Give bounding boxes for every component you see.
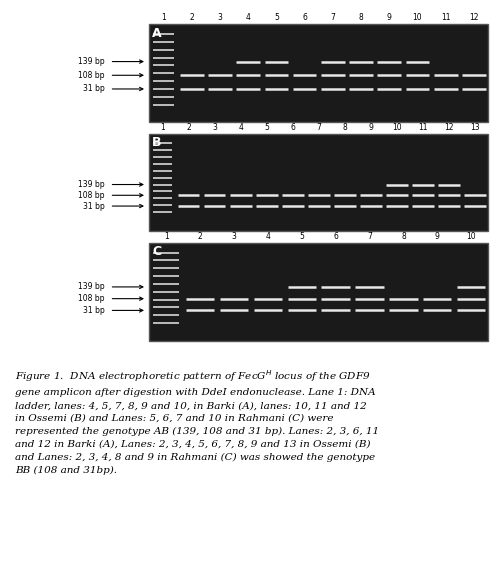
Text: 31 bp: 31 bp [83,306,105,315]
FancyBboxPatch shape [149,133,488,232]
Text: 31 bp: 31 bp [83,85,105,94]
Text: 1: 1 [164,232,169,241]
Text: 13: 13 [470,122,480,132]
Text: 7: 7 [330,13,335,22]
Text: 6: 6 [333,232,338,241]
Text: 108 bp: 108 bp [78,191,105,200]
Text: 3: 3 [212,122,217,132]
Text: 12: 12 [469,13,479,22]
Text: 10: 10 [466,232,476,241]
Text: 108 bp: 108 bp [78,71,105,80]
Text: 5: 5 [299,232,304,241]
Text: 9: 9 [387,13,392,22]
Text: 139 bp: 139 bp [78,180,105,189]
Text: B: B [152,136,161,149]
Text: 2: 2 [198,232,203,241]
Text: A: A [152,26,161,40]
Text: 108 bp: 108 bp [78,294,105,303]
Text: 6: 6 [290,122,295,132]
Text: 6: 6 [302,13,307,22]
Text: 2: 2 [186,122,191,132]
Text: 7: 7 [316,122,321,132]
Text: 8: 8 [359,13,364,22]
Text: 10: 10 [413,13,422,22]
Text: 1: 1 [161,13,166,22]
Text: 2: 2 [189,13,194,22]
Text: 9: 9 [369,122,374,132]
Text: 4: 4 [238,122,243,132]
Text: 139 bp: 139 bp [78,57,105,66]
Text: 5: 5 [274,13,279,22]
Text: 8: 8 [401,232,406,241]
Text: C: C [152,245,161,258]
Text: 5: 5 [264,122,269,132]
Text: 4: 4 [246,13,250,22]
Text: 7: 7 [367,232,372,241]
Text: Figure 1.  DNA electrophoretic pattern of FecG$^H$ locus of the GDF9
gene amplic: Figure 1. DNA electrophoretic pattern of… [15,369,379,475]
Text: 3: 3 [232,232,237,241]
Text: 139 bp: 139 bp [78,282,105,292]
Text: 12: 12 [444,122,454,132]
Text: 11: 11 [441,13,451,22]
Text: 10: 10 [392,122,402,132]
Text: 4: 4 [265,232,270,241]
Text: 8: 8 [343,122,347,132]
Text: 9: 9 [435,232,440,241]
Text: 31 bp: 31 bp [83,202,105,210]
Text: 11: 11 [418,122,428,132]
Text: 1: 1 [160,122,165,132]
FancyBboxPatch shape [149,24,488,122]
FancyBboxPatch shape [149,243,488,341]
Text: 3: 3 [218,13,223,22]
